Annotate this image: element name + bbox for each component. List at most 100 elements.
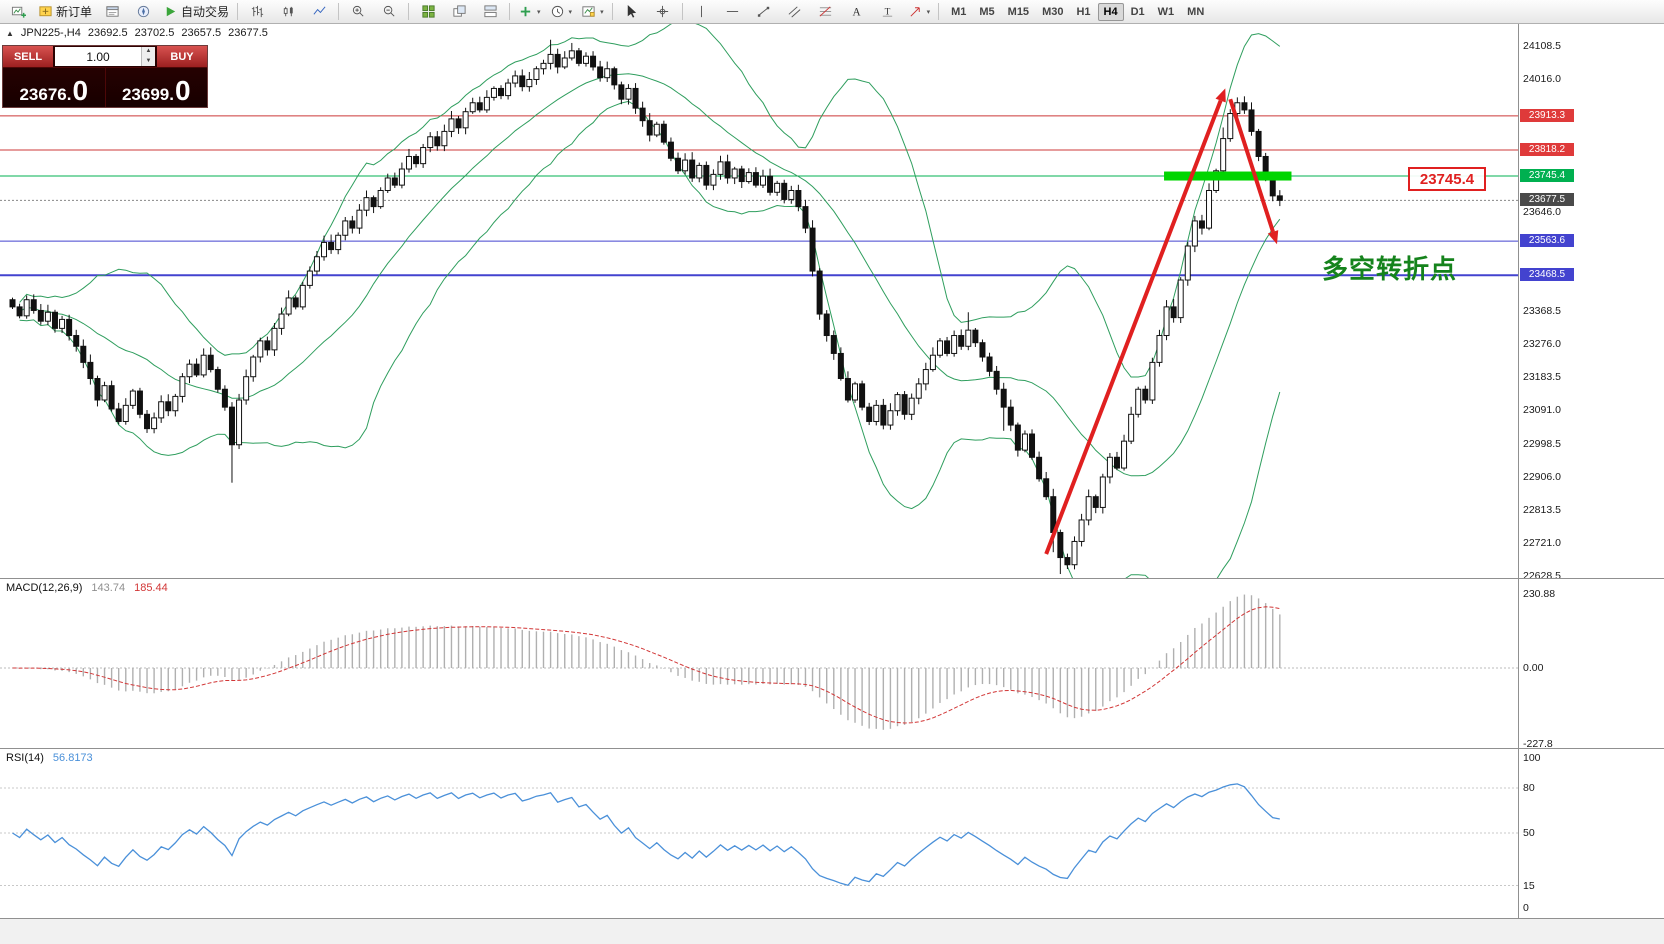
timeframe-w1[interactable]: W1 [1157, 5, 1175, 18]
timeframe-m5[interactable]: M5 [979, 5, 995, 18]
periods-button[interactable]: ▾ [546, 1, 577, 23]
new-order-button[interactable]: 新订单 [34, 1, 96, 23]
time-axis-strip[interactable] [0, 918, 1664, 944]
bars-icon [251, 5, 263, 18]
main-plot[interactable] [0, 20, 1518, 621]
line-chart-button[interactable] [304, 1, 334, 23]
candle-body [717, 161, 724, 175]
zoom-in-button[interactable] [343, 1, 373, 23]
candle-body [667, 141, 674, 159]
crosshair-button[interactable] [648, 1, 678, 23]
candle-body [257, 340, 264, 358]
candle-body [554, 53, 561, 68]
channel-button[interactable] [780, 1, 810, 23]
candle-body [271, 327, 278, 351]
templates-button[interactable]: ▾ [577, 1, 608, 23]
toolbar-separator [237, 3, 239, 20]
candle-body [951, 335, 958, 354]
timeframe-mn[interactable]: MN [1187, 5, 1205, 18]
candle-body [781, 182, 788, 200]
new-chart-button[interactable] [3, 1, 33, 23]
candle-body [278, 313, 285, 329]
turning-point-note: 多空转折点 [1322, 254, 1458, 284]
candle-body [852, 383, 859, 401]
candle-body [965, 329, 972, 347]
rsi-line [12, 783, 1280, 887]
candle-body [745, 172, 752, 183]
candle-body [490, 87, 497, 98]
price-axis-label: 22813.5 [1523, 503, 1561, 516]
text-label-button[interactable]: T [873, 1, 903, 23]
candle-body [1135, 388, 1142, 415]
candle-body [243, 376, 250, 401]
candle-body [887, 410, 894, 426]
vertical-line-button[interactable] [687, 1, 717, 23]
candle-body [809, 227, 816, 272]
macd-axis-label: 0.00 [1523, 662, 1544, 674]
candle-body [1099, 476, 1106, 508]
volume-down-button[interactable]: ▼ [142, 56, 155, 66]
bar-chart-button[interactable] [242, 1, 272, 23]
cursor-button[interactable] [617, 1, 647, 23]
navigator-button[interactable] [128, 1, 158, 23]
indicators-plus-icon [520, 6, 531, 17]
timeframe-h1[interactable]: H1 [1076, 5, 1091, 18]
rsi-plot[interactable] [0, 783, 1518, 887]
indicators-button[interactable]: ▾ [514, 1, 545, 23]
trendline-button[interactable] [749, 1, 779, 23]
sell-price[interactable]: 23676. 0 [3, 68, 105, 107]
candle-body [94, 378, 101, 401]
candle-body [830, 335, 837, 354]
fibonacci-button[interactable] [811, 1, 841, 23]
timeframe-h4[interactable]: H4 [1097, 2, 1124, 21]
zoom-out-button[interactable] [374, 1, 404, 23]
candle-body [391, 177, 398, 186]
symbol-triangle-icon: ▲ [6, 28, 14, 38]
candle-body [972, 329, 979, 344]
volume-input[interactable]: 1.00 ▲ ▼ [55, 47, 155, 66]
sell-button[interactable]: SELL [3, 46, 53, 67]
timeframe-m1[interactable]: M1 [951, 5, 967, 18]
rsi-axis-label: 50 [1523, 827, 1535, 839]
candlestick-chart-button[interactable] [273, 1, 303, 23]
horizontal-line-button[interactable] [718, 1, 748, 23]
candle-body [413, 155, 420, 165]
buy-button[interactable]: BUY [157, 46, 207, 67]
candle-body [767, 175, 774, 193]
timeframe-m30[interactable]: M30 [1042, 5, 1064, 18]
tile-windows-icon [421, 5, 435, 18]
cascade-windows-button[interactable] [444, 1, 474, 23]
candle-body [377, 189, 384, 208]
highlight-segment[interactable] [1164, 171, 1292, 181]
macd-plot[interactable] [0, 594, 1518, 730]
data-window-button[interactable] [97, 1, 127, 23]
arrows-button[interactable]: ▾ [904, 1, 935, 23]
trend-arrow-line[interactable] [1228, 98, 1275, 233]
candle-body [151, 417, 158, 430]
horizontal-line-icon [726, 11, 739, 12]
arrange-windows-button[interactable] [475, 1, 505, 23]
candle-body [1000, 388, 1007, 408]
volume-up-button[interactable]: ▲ [142, 47, 155, 57]
new-chart-icon [11, 6, 26, 18]
autotrade-button[interactable]: 自动交易 [159, 1, 233, 23]
buy-price[interactable]: 23699. 0 [106, 68, 208, 107]
candle-body [675, 157, 682, 172]
candle-body [1220, 138, 1227, 172]
candle-body [165, 401, 172, 412]
candle-body [158, 401, 165, 419]
trend-arrow-line[interactable] [1044, 99, 1223, 555]
candle-body [193, 363, 200, 376]
timeframe-m15[interactable]: M15 [1007, 5, 1030, 18]
candle-body [1198, 220, 1205, 229]
candle-body [1078, 519, 1085, 542]
tile-windows-button[interactable] [413, 1, 443, 23]
text-button[interactable]: A [842, 1, 872, 23]
channel-icon [788, 6, 801, 18]
candle-body [944, 340, 951, 354]
timeframe-d1[interactable]: D1 [1130, 5, 1145, 18]
candle-body [292, 297, 299, 308]
candle-body [929, 354, 936, 371]
line-chart-icon [313, 6, 326, 15]
